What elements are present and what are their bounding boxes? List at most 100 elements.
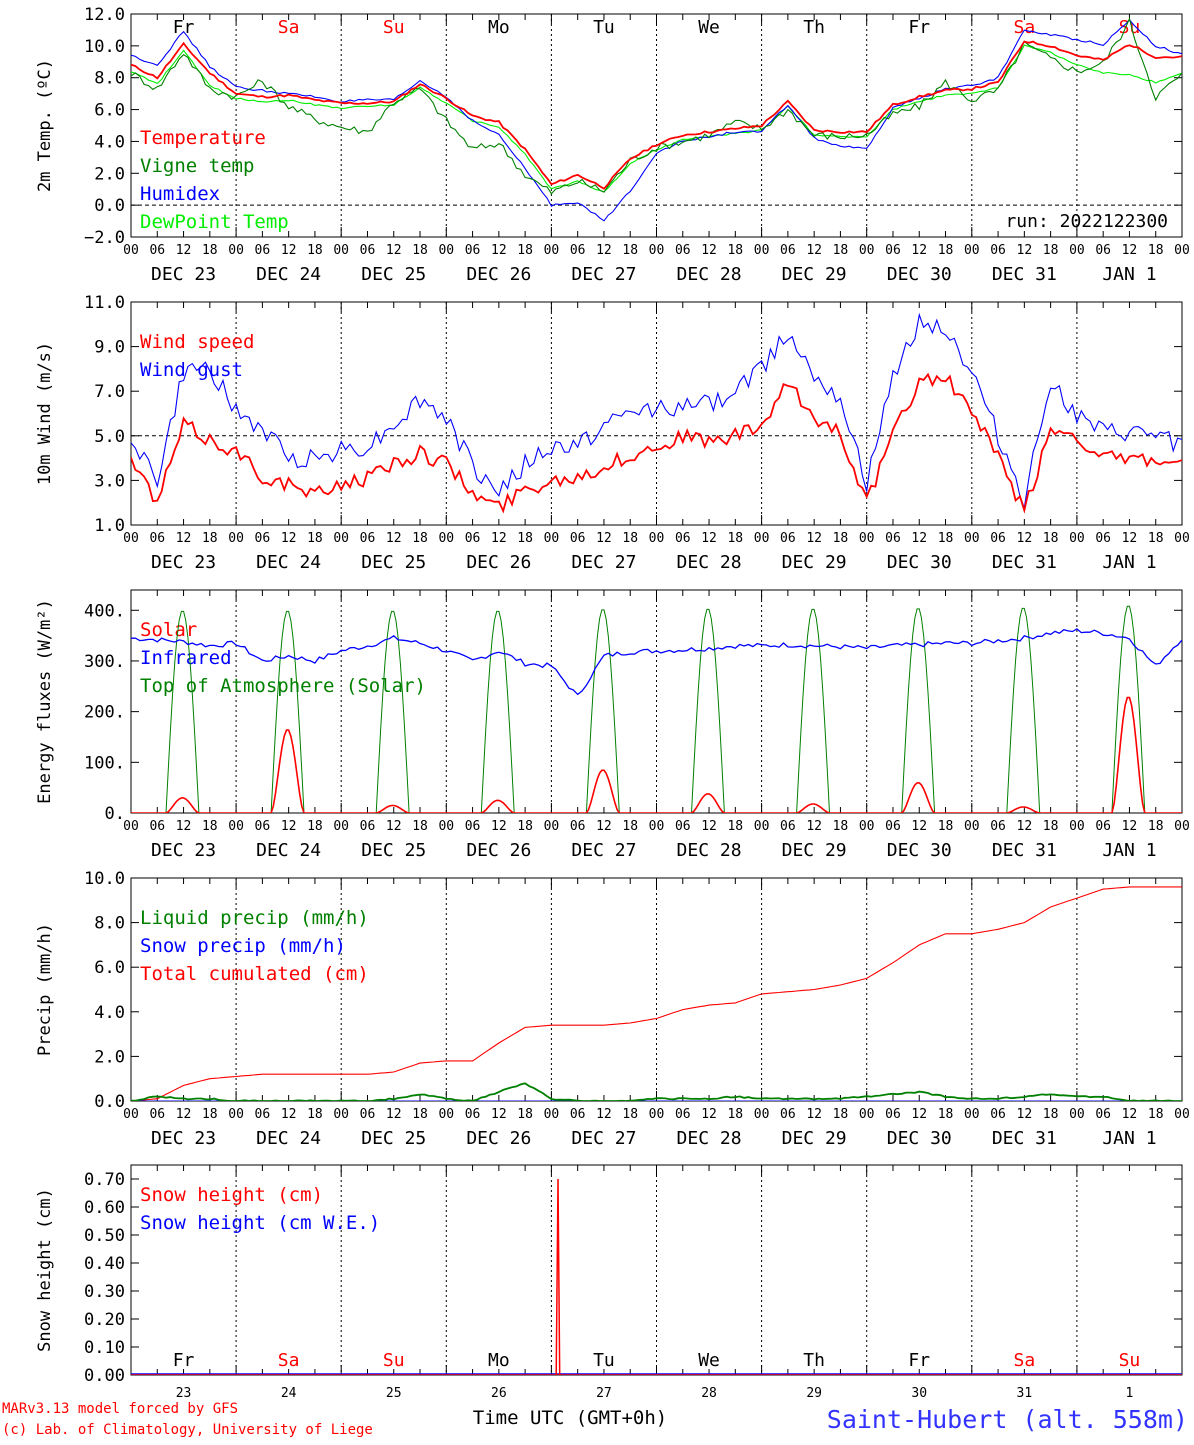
date-label: DEC 31 — [992, 1128, 1057, 1149]
day-number: 1 — [1126, 1386, 1134, 1401]
y-axis-label: Precip (mm/h) — [35, 923, 55, 1056]
date-label: DEC 29 — [782, 264, 847, 285]
day-number: 31 — [1017, 1386, 1033, 1401]
day-number: 26 — [491, 1386, 507, 1401]
hour-tick-label: 00 — [649, 819, 665, 834]
hour-tick-label: 06 — [255, 1107, 271, 1122]
hour-tick-label: 06 — [255, 243, 271, 258]
hour-tick-label: 18 — [517, 819, 533, 834]
hour-tick-label: 06 — [990, 243, 1006, 258]
panel-3: 0. 100. 200. 300. 400. Energy fluxes (W/m²) 00… — [35, 589, 1190, 861]
day-name: Su — [383, 17, 405, 38]
hour-tick-label: 00 — [228, 819, 244, 834]
hour-tick-label: 18 — [1148, 243, 1164, 258]
hour-tick-label: 12 — [1017, 819, 1033, 834]
hour-tick-label: 12 — [1122, 531, 1138, 546]
hour-tick-label: 06 — [885, 819, 901, 834]
date-label: DEC 26 — [466, 1128, 531, 1149]
hour-tick-label: 00 — [1069, 1107, 1085, 1122]
y-tick-label: 100. — [84, 753, 125, 773]
hour-tick-label: 18 — [1148, 1107, 1164, 1122]
date-label: DEC 25 — [361, 840, 426, 861]
hour-tick-label: 06 — [149, 819, 165, 834]
x-axis-label: Time UTC (GMT+0h) — [473, 1407, 667, 1429]
y-tick-label: 10.0 — [84, 869, 125, 889]
hour-tick-label: 12 — [176, 1107, 192, 1122]
y-tick-label: 0.20 — [84, 1310, 125, 1330]
hour-tick-label: 18 — [202, 819, 218, 834]
hour-tick-label: 06 — [360, 531, 376, 546]
hour-tick-label: 12 — [281, 819, 297, 834]
hour-tick-label: 06 — [570, 531, 586, 546]
date-label: DEC 23 — [151, 264, 216, 285]
legend-wind-gust: Wind gust — [140, 359, 243, 381]
date-label: DEC 28 — [677, 840, 742, 861]
y-tick-label: 8.0 — [94, 914, 125, 934]
hour-tick-label: 06 — [255, 819, 271, 834]
series-line-dewpoint-temp — [131, 44, 1182, 193]
series-line-infrared — [131, 628, 1182, 696]
hour-tick-label: 00 — [754, 1107, 770, 1122]
hour-tick-label: 00 — [544, 243, 560, 258]
day-name: Mo — [488, 1350, 510, 1371]
date-label: JAN 1 — [1102, 552, 1156, 573]
hour-tick-label: 06 — [465, 243, 481, 258]
hour-tick-label: 00 — [438, 1107, 454, 1122]
hour-tick-label: 00 — [123, 819, 139, 834]
hour-tick-label: 00 — [1069, 819, 1085, 834]
date-label: DEC 25 — [361, 264, 426, 285]
date-label: DEC 27 — [571, 840, 636, 861]
day-name: Th — [803, 1350, 825, 1371]
hour-tick-label: 06 — [780, 243, 796, 258]
hour-tick-label: 00 — [964, 531, 980, 546]
hour-tick-label: 00 — [859, 531, 875, 546]
series-line-wind-speed — [131, 372, 1182, 514]
hour-tick-label: 12 — [386, 1107, 402, 1122]
legend-temperature: Temperature — [140, 127, 266, 149]
y-axis-label: 2m Temp. (ºC) — [35, 59, 55, 192]
hour-tick-label: 00 — [649, 243, 665, 258]
plot-data — [131, 886, 1182, 1101]
date-label: DEC 28 — [677, 1128, 742, 1149]
day-number: 30 — [911, 1386, 927, 1401]
hour-tick-label: 12 — [701, 531, 717, 546]
plot-data — [131, 17, 1182, 222]
hour-tick-label: 18 — [727, 1107, 743, 1122]
hour-tick-label: 12 — [596, 1107, 612, 1122]
hour-tick-label: 18 — [202, 531, 218, 546]
plot-data — [131, 1178, 1182, 1375]
date-label: DEC 24 — [256, 840, 321, 861]
hour-tick-label: 06 — [1095, 531, 1111, 546]
date-label: DEC 27 — [571, 1128, 636, 1149]
series-line-temperature — [131, 40, 1182, 190]
hour-tick-label: 00 — [754, 243, 770, 258]
date-label: JAN 1 — [1102, 840, 1156, 861]
hour-tick-label: 18 — [202, 1107, 218, 1122]
hour-tick-label: 18 — [517, 531, 533, 546]
hour-tick-label: 00 — [544, 1107, 560, 1122]
hour-tick-label: 12 — [491, 819, 507, 834]
hour-tick-label: 00 — [333, 1107, 349, 1122]
date-label: DEC 30 — [887, 840, 952, 861]
y-tick-label: 0.70 — [84, 1170, 125, 1190]
hour-tick-label: 00 — [964, 1107, 980, 1122]
hour-tick-label: 12 — [386, 243, 402, 258]
y-tick-label: 12.0 — [84, 5, 125, 25]
hour-tick-label: 12 — [806, 819, 822, 834]
day-name: Su — [383, 1350, 405, 1371]
series-line-liquid-precip-mm-h- — [131, 1082, 1182, 1101]
y-tick-label: 6.0 — [94, 958, 125, 978]
date-label: JAN 1 — [1102, 1128, 1156, 1149]
legend-snow-precip-mm-h-: Snow precip (mm/h) — [140, 935, 346, 957]
hour-tick-label: 12 — [911, 243, 927, 258]
panel-1: −2.0 0.0 2.0 4.0 6.0 8.0 10.0 12.0 2m Temp. (ºC)… — [35, 5, 1190, 285]
y-tick-label: 0.30 — [84, 1282, 125, 1302]
y-tick-label: 0.10 — [84, 1338, 125, 1358]
hour-tick-label: 12 — [701, 819, 717, 834]
y-tick-label: 0. — [105, 804, 125, 824]
hour-tick-label: 06 — [149, 1107, 165, 1122]
legend-humidex: Humidex — [140, 183, 220, 205]
hour-tick-label: 00 — [1174, 243, 1190, 258]
